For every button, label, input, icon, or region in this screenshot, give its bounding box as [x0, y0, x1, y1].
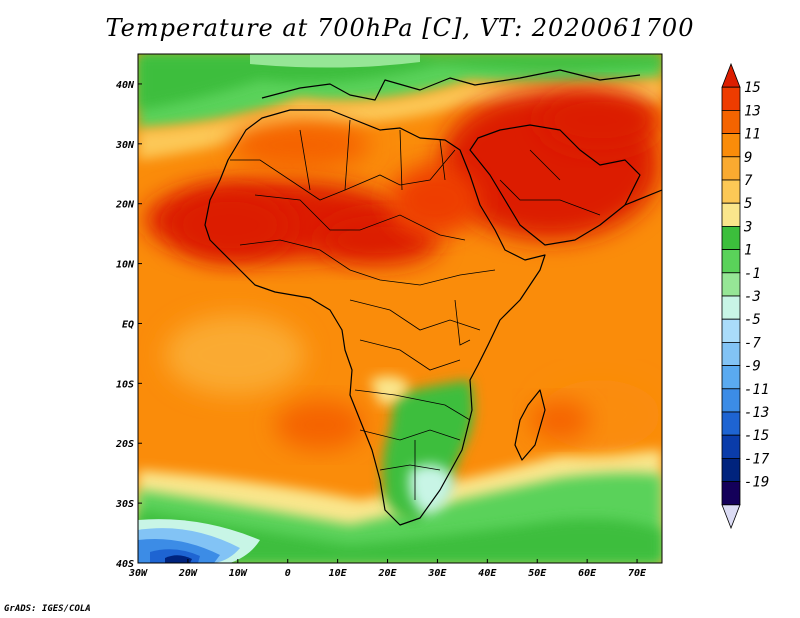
colorbar-level-label: 15: [744, 80, 761, 96]
map-title: Temperature at 700hPa [C], VT: 202006170…: [105, 14, 695, 42]
colorbar-swatch: [721, 133, 741, 158]
colorbar-swatch: [721, 202, 741, 227]
x-tick-label: 10W: [229, 568, 248, 579]
colorbar-level-label: 13: [744, 103, 761, 119]
colorbar-level-label: 11: [744, 127, 761, 143]
colorbar-level-label: -1: [744, 266, 761, 282]
y-tick-label: 20N: [115, 200, 135, 211]
colorbar-swatch: [721, 225, 741, 250]
arabian-peninsula-coast: [469, 124, 641, 246]
colorbar-level-label: -11: [744, 382, 769, 398]
colorbar-swatch: [721, 457, 741, 482]
grads-credit: GrADS: IGES/COLA: [4, 604, 91, 614]
colorbar-swatch: [721, 481, 741, 506]
y-tick-label: 30S: [115, 499, 134, 510]
colorbar-swatch: [721, 388, 741, 413]
colorbar-swatch: [721, 365, 741, 390]
colorbar-level-label: -7: [744, 335, 761, 351]
madagascar-coast: [514, 389, 546, 461]
colorbar-bottom-arrow: [721, 504, 741, 530]
y-tick-label: 10N: [116, 260, 135, 271]
y-tick-label: 10S: [116, 379, 134, 390]
x-tick-label: 70E: [628, 568, 647, 579]
colorbar-level-label: 7: [744, 173, 753, 189]
map-axes: 30W 20W 10W 0 10E 20E 30E 40E 50E 60E 70E 40N 30N 20N…: [115, 80, 647, 579]
x-tick-label: 30W: [128, 568, 148, 579]
colorbar-swatch: [721, 272, 741, 297]
x-tick-label: 20E: [377, 568, 397, 579]
arabian-sea-coast: [624, 189, 662, 206]
colorbar-level-label: -3: [744, 289, 761, 305]
colorbar-swatch: [721, 156, 741, 181]
x-tick-label: 10E: [329, 568, 348, 579]
country-borders: [230, 119, 601, 500]
colorbar-level-label: -17: [744, 451, 770, 467]
africa-coastline: [204, 109, 546, 526]
mediterranean-north-coast: [261, 69, 641, 101]
colorbar-level-label: -19: [744, 475, 769, 491]
y-tick-label: 40S: [116, 559, 134, 570]
x-tick-label: 20W: [178, 568, 198, 579]
colorbar-level-label: 9: [744, 150, 752, 166]
temperature-field: [138, 54, 662, 563]
colorbar-level-label: -9: [744, 359, 761, 375]
colorbar-swatch: [721, 110, 741, 135]
colorbar-swatch: [721, 411, 741, 436]
y-tick-label: 20S: [115, 439, 134, 450]
colorbar-level-label: 1: [744, 243, 752, 259]
x-tick-label: 30E: [427, 568, 447, 579]
colorbar-level-label: -13: [744, 405, 769, 421]
colorbar-swatch: [721, 86, 741, 111]
y-tick-label: EQ: [122, 319, 134, 330]
x-tick-label: 40E: [478, 568, 497, 579]
colorbar-level-label: -15: [744, 428, 769, 444]
y-tick-label: 30N: [115, 140, 135, 151]
x-tick-label: 60E: [578, 568, 597, 579]
x-tick-label: 50E: [528, 568, 547, 579]
colorbar-swatch: [721, 295, 741, 320]
x-tick-label: 0: [285, 568, 291, 579]
colorbar-swatch: [721, 179, 741, 204]
colorbar-swatch: [721, 249, 741, 274]
colorbar-swatch: [721, 341, 741, 366]
plot-frame: [137, 53, 663, 564]
colorbar-swatch: [721, 318, 741, 343]
colorbar-swatch: [721, 434, 741, 459]
coastline-layer: [204, 69, 662, 526]
colorbar: 15 13 11 9 7 5 3 1 -1 -3 -5 -7 -9 -11 -13 -15 -17 -19: [721, 62, 770, 530]
y-tick-label: 40N: [116, 80, 135, 91]
colorbar-level-label: 5: [744, 196, 752, 212]
colorbar-top-arrow: [721, 62, 741, 88]
colorbar-level-label: -5: [744, 312, 761, 328]
colorbar-level-label: 3: [743, 219, 752, 235]
